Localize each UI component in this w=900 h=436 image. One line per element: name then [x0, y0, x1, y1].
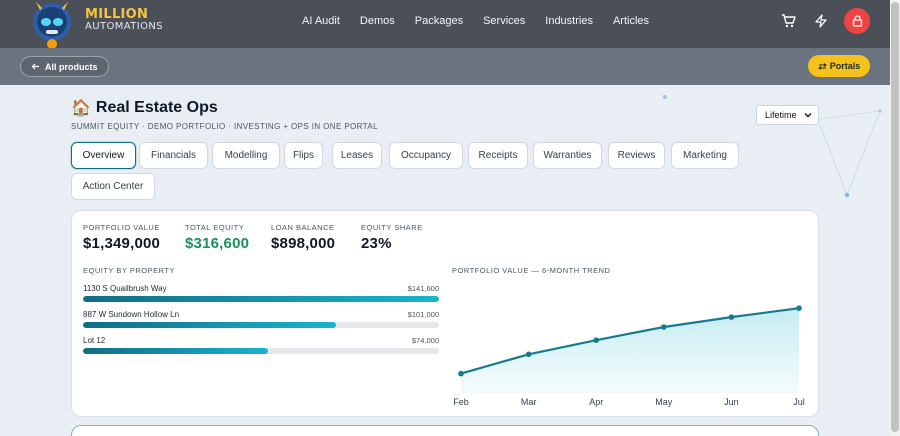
kpi-loan-balance: LOAN BALANCE $898,000	[271, 223, 335, 252]
range-select[interactable]: Lifetime	[756, 105, 819, 125]
tab-overview[interactable]: Overview	[71, 142, 136, 169]
nav-link-demos[interactable]: Demos	[359, 15, 395, 27]
property-bar-track	[83, 296, 439, 302]
kpi-value: $316,600	[185, 235, 250, 252]
chart-title: PORTFOLIO VALUE — 6-MONTH TREND	[452, 266, 611, 275]
tab-leases[interactable]: Leases	[332, 142, 382, 169]
x-tick-label: Mar	[521, 397, 537, 407]
property-row: 1130 S Quailbrush Way $141,600	[83, 284, 439, 302]
tab-reviews[interactable]: Reviews	[608, 142, 665, 169]
nav-links: AI Audit Demos Packages Services Industr…	[302, 0, 669, 42]
tab-flips[interactable]: Flips	[284, 142, 323, 169]
property-bar-fill	[83, 296, 439, 302]
tab-action-center[interactable]: Action Center	[71, 173, 155, 200]
portfolio-trend-chart: Feb Mar Apr May Jun Jul	[453, 305, 805, 407]
robot-logo[interactable]	[22, 0, 82, 49]
nav-icons	[778, 0, 890, 42]
kpi-value: 23%	[361, 235, 392, 252]
property-bar-fill	[83, 322, 336, 328]
nav-link-articles[interactable]: Articles	[612, 15, 650, 27]
lock-icon	[852, 15, 862, 27]
house-icon: 🏠	[71, 100, 91, 117]
portals-button[interactable]: Portals	[808, 55, 870, 77]
page-title-text: Real Estate Ops	[95, 99, 218, 116]
nav-link-services[interactable]: Services	[483, 15, 526, 27]
kpi-total-equity: TOTAL EQUITY $316,600	[185, 223, 249, 252]
kpi-label: TOTAL EQUITY	[185, 223, 245, 232]
next-card	[71, 425, 819, 436]
tab-receipts[interactable]: Receipts	[468, 142, 528, 169]
property-bar-track	[83, 348, 439, 354]
tab-warranties[interactable]: Warranties	[533, 142, 602, 169]
kpi-value: $1,349,000	[83, 235, 161, 252]
trend-line	[460, 307, 800, 375]
trend-point	[593, 337, 599, 343]
trend-point	[458, 370, 464, 377]
all-products-button[interactable]: All products	[20, 56, 109, 77]
kpi-label: PORTFOLIO VALUE	[83, 223, 160, 232]
x-tick-label: Feb	[453, 397, 469, 407]
x-tick-label: Jun	[724, 397, 739, 407]
brand-name[interactable]: MILLION AUTOMATIONS	[85, 7, 163, 33]
property-name: 887 W Sundown Hollow Ln	[83, 310, 180, 319]
arrow-left-icon	[31, 63, 39, 70]
brand-line-2: AUTOMATIONS	[85, 21, 163, 32]
x-tick-label: May	[655, 397, 673, 407]
chevron-down-icon	[804, 113, 812, 118]
tab-financials[interactable]: Financials	[139, 142, 208, 169]
property-amount: $141,600	[407, 284, 439, 293]
property-bar-track	[83, 322, 439, 328]
property-name: 1130 S Quailbrush Way	[83, 284, 167, 293]
all-products-label: All products	[45, 61, 98, 72]
kpi-portfolio-value: PORTFOLIO VALUE $1,349,000	[83, 223, 160, 252]
top-navbar: MILLION AUTOMATIONS AI Audit Demos Packa…	[0, 0, 890, 49]
nav-link-packages[interactable]: Packages	[414, 15, 464, 27]
bolt-icon[interactable]	[811, 11, 831, 31]
trend-point	[525, 351, 532, 358]
nav-link-ai-audit[interactable]: AI Audit	[302, 15, 340, 27]
x-tick-label: Apr	[589, 397, 603, 407]
trend-point	[661, 324, 667, 330]
property-row: Lot 12 $74,000	[83, 336, 439, 354]
tab-occupancy[interactable]: Occupancy	[389, 142, 463, 169]
property-bar-fill	[83, 348, 269, 354]
lock-button[interactable]	[844, 8, 870, 34]
scrollbar-thumb[interactable]	[891, 2, 899, 432]
tab-modelling[interactable]: Modelling	[212, 142, 280, 169]
scrollbar[interactable]	[890, 0, 900, 436]
kpi-equity-share: EQUITY SHARE 23%	[361, 223, 423, 252]
trend-point	[796, 305, 802, 311]
range-select-value: Lifetime	[765, 110, 797, 120]
sub-bar: All products Portals	[0, 48, 890, 85]
kpi-value: $898,000	[271, 235, 336, 252]
trend-area	[461, 308, 799, 393]
property-row: 887 W Sundown Hollow Ln $101,000	[83, 310, 439, 328]
page-title: 🏠 Real Estate Ops	[71, 98, 218, 118]
nav-link-industries[interactable]: Industries	[545, 15, 593, 27]
kpi-label: EQUITY SHARE	[361, 223, 423, 232]
cart-icon[interactable]	[778, 11, 798, 31]
property-amount: $101,000	[407, 310, 439, 319]
property-amount: $74,000	[411, 336, 439, 345]
property-name: Lot 12	[83, 336, 106, 345]
brand-line-1: MILLION	[85, 7, 149, 22]
portals-label: Portals	[829, 61, 861, 71]
trend-point	[728, 314, 735, 320]
equity-section-label: EQUITY BY PROPERTY	[83, 266, 175, 275]
tab-marketing[interactable]: Marketing	[671, 142, 739, 169]
page-subtitle: SUMMIT EQUITY · DEMO PORTFOLIO · INVESTI…	[71, 122, 378, 131]
kpi-label: LOAN BALANCE	[271, 223, 335, 232]
x-tick-label: Jul	[793, 397, 805, 407]
overview-card: PORTFOLIO VALUE $1,349,000 TOTAL EQUITY …	[71, 210, 819, 417]
swap-icon	[817, 62, 827, 70]
